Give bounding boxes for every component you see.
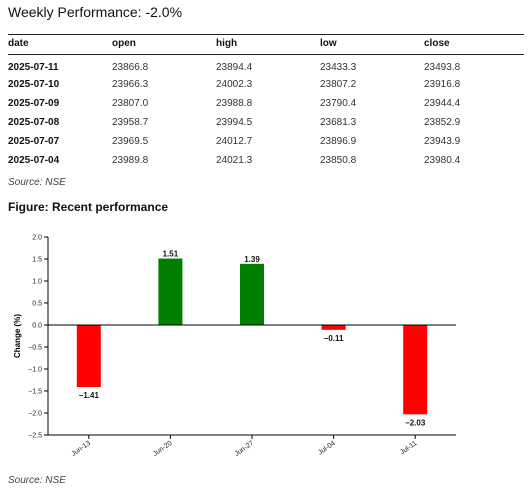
cell-close: 23852.9 [424, 117, 461, 128]
x-tick-label: Jul-11 [399, 440, 418, 456]
cell-close: 23944.4 [424, 98, 461, 109]
bar-jul-04 [321, 325, 346, 330]
cell-high: 23994.5 [216, 117, 253, 128]
bars [76, 258, 428, 415]
cell-high: 23894.4 [216, 61, 253, 73]
table-row: 2025-07-09 23807.0 23988.8 23790.4 23944… [8, 94, 524, 113]
cell-open: 23807.0 [112, 98, 149, 109]
cell-low: 23807.2 [320, 79, 357, 90]
y-tick-label: 0.0 [32, 323, 42, 330]
table-row: 2025-07-07 23969.5 24012.7 23896.9 23943… [8, 132, 524, 151]
cell-open: 23958.7 [112, 117, 149, 128]
cell-high: 23988.8 [216, 98, 253, 109]
performance-bar-chart: 2.0 1.5 1.0 0.5 0.0 −0.5 −1.0 −1.5 −2.0 −2.5 Chan… [13, 235, 456, 458]
figure-title: Figure: Recent performance [8, 200, 169, 214]
cell-low: 23790.4 [320, 98, 357, 109]
x-tick-label: Jun-20 [152, 440, 174, 458]
cell-low: 23850.8 [320, 155, 357, 166]
cell-open: 23989.8 [112, 155, 149, 166]
bar-jun-13 [76, 325, 101, 388]
table-row: 2025-07-08 23958.7 23994.5 23681.3 23852… [8, 113, 524, 132]
cell-high: 24021.3 [216, 155, 253, 166]
x-axis: Jun-13 Jun-20 Jun-27 Jul-04 Jul-11 [48, 434, 456, 458]
cell-close: 23493.8 [424, 61, 461, 73]
cell-close: 23916.8 [424, 79, 461, 90]
cell-date: 2025-07-07 [8, 136, 60, 147]
table-row: 2025-07-11 23866.8 23894.4 23433.3 23493… [8, 55, 524, 76]
column-header-low: low [320, 34, 424, 55]
bar-data-label: −1.41 [79, 391, 100, 400]
cell-high: 24012.7 [216, 136, 253, 147]
bar-jun-27 [240, 263, 264, 325]
y-ticks: 2.0 1.5 1.0 0.5 0.0 −0.5 −1.0 −1.5 −2.0 −2.5 [28, 235, 48, 440]
cell-date: 2025-07-10 [8, 79, 60, 90]
table-source-note: Source: NSE [8, 177, 66, 188]
bar-labels: −1.41 1.51 1.39 −0.11 −2.03 [79, 250, 426, 428]
performance-table: date open high low close 2025-07-11 2386… [8, 34, 524, 170]
cell-close: 23943.9 [424, 136, 461, 147]
cell-open: 23966.3 [112, 79, 149, 90]
x-tick-label: Jul-04 [317, 440, 337, 457]
column-header-high: high [216, 34, 320, 55]
x-tick-label: Jun-27 [234, 440, 256, 458]
bar-jul-11 [403, 325, 428, 415]
y-axis: 2.0 1.5 1.0 0.5 0.0 −0.5 −1.0 −1.5 −2.0 −2.5 Chan… [13, 235, 49, 440]
x-ticks: Jun-13 Jun-20 Jun-27 Jul-04 Jul-11 [70, 435, 418, 458]
cell-date: 2025-07-08 [8, 117, 60, 128]
cell-high: 24002.3 [216, 79, 253, 90]
y-tick-label: 1.0 [32, 279, 42, 286]
column-header-open: open [112, 34, 216, 55]
y-tick-label: −0.5 [28, 345, 42, 352]
figure-source-note: Source: NSE [8, 475, 66, 486]
table-row: 2025-07-10 23966.3 24002.3 23807.2 23916… [8, 75, 524, 94]
y-axis-label: Change (%) [13, 314, 22, 358]
cell-open: 23866.8 [112, 61, 149, 73]
table-header-row: date open high low close [8, 34, 524, 55]
column-header-close: close [424, 34, 524, 55]
y-tick-label: −2.5 [28, 433, 42, 440]
y-tick-label: 1.5 [32, 257, 42, 264]
x-tick-label: Jun-13 [70, 440, 92, 458]
cell-date: 2025-07-11 [8, 61, 59, 73]
cell-low: 23433.3 [320, 61, 357, 73]
cell-date: 2025-07-04 [8, 155, 60, 166]
bar-data-label: 1.39 [244, 255, 260, 264]
cell-low: 23681.3 [320, 117, 357, 128]
bar-data-label: −0.11 [324, 334, 344, 343]
bar-data-label: −2.03 [405, 418, 426, 427]
cell-close: 23980.4 [424, 155, 461, 166]
cell-open: 23969.5 [112, 136, 149, 147]
cell-low: 23896.9 [320, 136, 357, 147]
page-title: Weekly Performance: -2.0% [8, 4, 183, 20]
y-tick-label: −2.0 [28, 411, 42, 418]
bar-jun-20 [158, 258, 183, 325]
table-row: 2025-07-04 23989.8 24021.3 23850.8 23980… [8, 151, 524, 170]
y-tick-label: −1.0 [28, 367, 42, 374]
column-header-date: date [8, 34, 112, 55]
y-tick-label: −1.5 [28, 389, 42, 396]
cell-date: 2025-07-09 [8, 98, 60, 109]
bar-data-label: 1.51 [163, 250, 179, 259]
y-tick-label: 2.0 [32, 235, 42, 242]
y-tick-label: 0.5 [32, 301, 42, 308]
